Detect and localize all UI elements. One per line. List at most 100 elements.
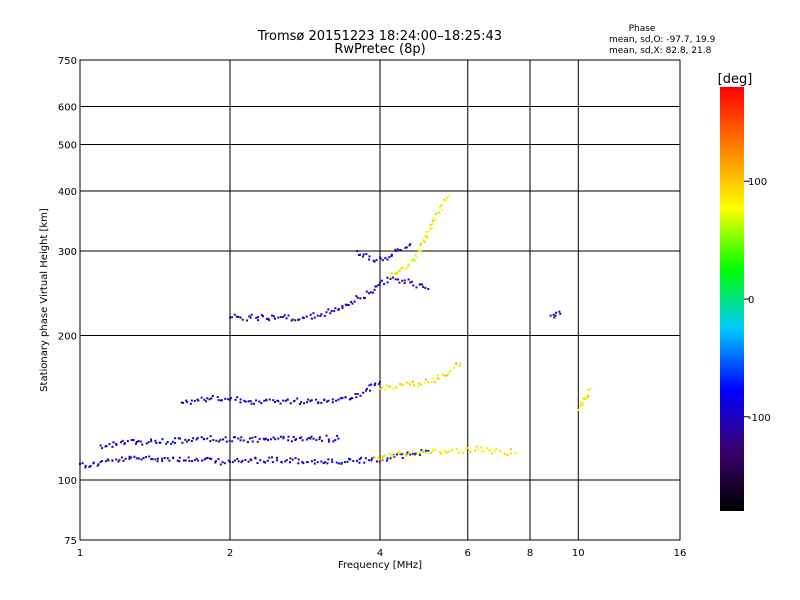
- data-point: [462, 451, 465, 454]
- data-point: [313, 459, 316, 462]
- data-point: [395, 386, 398, 389]
- data-point: [445, 199, 448, 202]
- data-point: [239, 439, 242, 442]
- data-point: [369, 291, 372, 294]
- data-point: [408, 382, 411, 385]
- data-point: [421, 283, 424, 286]
- data-point: [236, 396, 239, 399]
- data-point: [265, 317, 268, 320]
- data-point: [396, 271, 399, 274]
- data-point: [373, 457, 376, 460]
- data-point: [88, 465, 91, 468]
- data-point: [202, 437, 205, 440]
- data-point: [284, 460, 287, 463]
- data-point: [455, 363, 458, 366]
- data-point: [434, 218, 437, 221]
- data-point: [363, 297, 366, 300]
- data-point: [386, 457, 389, 460]
- data-point: [362, 391, 365, 394]
- data-point: [377, 456, 380, 459]
- trace: [79, 449, 430, 469]
- data-point: [347, 303, 350, 306]
- data-point: [447, 195, 450, 198]
- data-point: [380, 279, 383, 282]
- data-point: [120, 441, 123, 444]
- data-point: [260, 402, 263, 405]
- data-point: [154, 439, 157, 442]
- data-point: [272, 436, 275, 439]
- data-point: [423, 240, 426, 243]
- x-tick-label: 1: [77, 548, 83, 559]
- data-point: [203, 458, 206, 461]
- data-point: [441, 204, 444, 207]
- chart-subtitle: RwPretec (8p): [334, 42, 425, 57]
- data-point: [558, 310, 561, 313]
- data-point: [249, 400, 252, 403]
- data-point: [364, 389, 367, 392]
- data-point: [258, 437, 261, 440]
- data-point: [266, 459, 269, 462]
- data-point: [450, 449, 453, 452]
- data-point: [372, 259, 375, 262]
- data-point: [559, 312, 562, 315]
- data-point: [289, 457, 292, 460]
- data-point: [349, 458, 352, 461]
- data-point: [219, 463, 222, 466]
- data-point: [203, 398, 206, 401]
- data-point: [267, 317, 270, 320]
- data-point: [134, 442, 137, 445]
- data-point: [257, 316, 260, 319]
- data-point: [253, 402, 256, 405]
- data-point: [129, 456, 132, 459]
- data-point: [390, 455, 393, 458]
- data-point: [316, 461, 319, 464]
- data-point: [310, 317, 313, 320]
- data-point: [424, 235, 427, 238]
- trace: [99, 434, 340, 450]
- data-point: [355, 396, 358, 399]
- data-point: [307, 436, 310, 439]
- data-point: [224, 436, 227, 439]
- data-point: [260, 314, 263, 317]
- colorbar-label: [deg]: [718, 72, 753, 87]
- data-point: [145, 442, 148, 445]
- data-point: [148, 455, 151, 458]
- data-point: [390, 255, 393, 258]
- data-point: [348, 398, 351, 401]
- data-point: [309, 313, 312, 316]
- data-point: [458, 364, 461, 367]
- data-point: [310, 399, 313, 402]
- data-point: [184, 459, 187, 462]
- data-point: [426, 236, 429, 239]
- data-point: [239, 398, 242, 401]
- data-point: [379, 257, 382, 260]
- data-point: [297, 318, 300, 321]
- data-point: [406, 451, 409, 454]
- data-point: [195, 438, 198, 441]
- data-point: [399, 267, 402, 270]
- data-point: [237, 315, 240, 318]
- data-point: [436, 374, 439, 377]
- data-point: [323, 314, 326, 317]
- data-point: [117, 460, 120, 463]
- data-point: [232, 436, 235, 439]
- data-point: [350, 300, 353, 303]
- data-point: [343, 461, 346, 464]
- data-point: [372, 291, 375, 294]
- data-point: [358, 253, 361, 256]
- data-point: [315, 439, 318, 442]
- data-point: [433, 381, 436, 384]
- data-point: [404, 246, 407, 249]
- data-point: [405, 454, 408, 457]
- data-point: [259, 459, 262, 462]
- data-point: [367, 459, 370, 462]
- data-point: [271, 456, 274, 459]
- colorbar-ticks: 100 0 -100: [744, 177, 771, 424]
- data-point: [399, 453, 402, 456]
- data-point: [419, 453, 422, 456]
- data-point: [214, 460, 217, 463]
- data-point: [279, 402, 282, 405]
- data-point: [326, 462, 329, 465]
- data-point: [223, 462, 226, 465]
